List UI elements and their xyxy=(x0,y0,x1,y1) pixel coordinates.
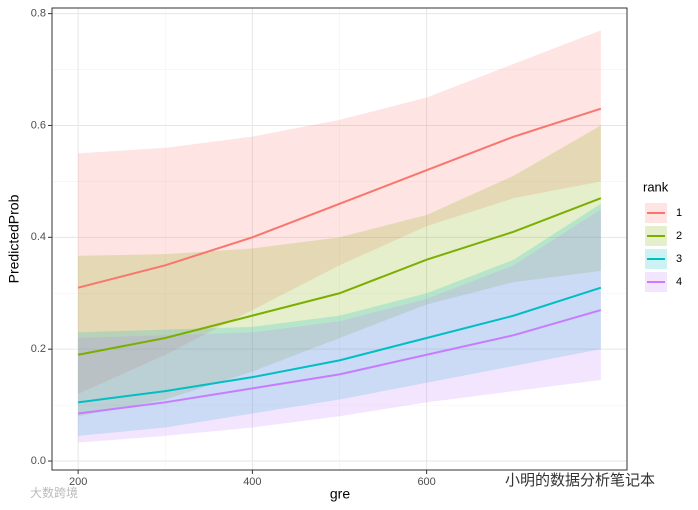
panel-border xyxy=(51,7,628,471)
x-axis-title: gre xyxy=(330,486,350,502)
watermark: 小明的数据分析笔记本 xyxy=(505,472,655,489)
y-tick-label: 0.6 xyxy=(31,119,46,131)
confidence-ribbon xyxy=(78,30,601,394)
y-tick-label: 0.8 xyxy=(31,7,46,19)
x-tick-label: 200 xyxy=(69,476,87,488)
confidence-ribbon xyxy=(78,203,601,436)
y-tick-label: 0.2 xyxy=(31,343,46,355)
legend-title: rank xyxy=(643,179,669,194)
plot-area xyxy=(52,8,627,470)
line xyxy=(77,107,602,289)
legend-label: 2 xyxy=(676,230,682,242)
line xyxy=(77,197,602,356)
y-tick-label: 0.0 xyxy=(31,455,46,467)
legend-label: 4 xyxy=(676,276,682,288)
watermark: 大数跨境 xyxy=(30,485,78,500)
legend-label: 1 xyxy=(676,207,682,219)
confidence-ribbon xyxy=(78,125,601,417)
x-tick-label: 600 xyxy=(417,476,435,488)
line xyxy=(78,286,602,404)
x-tick-label: 400 xyxy=(243,476,261,488)
y-axis-title: PredictedProb xyxy=(6,194,22,283)
line xyxy=(78,309,602,415)
legend-label: 3 xyxy=(676,253,682,265)
y-tick-label: 0.4 xyxy=(31,231,46,243)
